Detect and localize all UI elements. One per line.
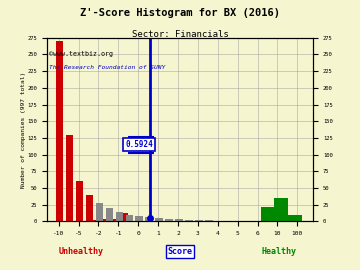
Bar (92, 220, 99, 221)
Bar (274, 198, 288, 221)
Bar (66, 135, 73, 221)
Bar (105, 208, 113, 221)
Text: ©www.textbiz.org: ©www.textbiz.org (49, 51, 113, 57)
Bar (113, 219, 118, 221)
Bar (195, 220, 203, 221)
Bar (135, 216, 143, 221)
Text: The Research Foundation of SUNY: The Research Foundation of SUNY (49, 65, 166, 70)
Y-axis label: Number of companies (997 total): Number of companies (997 total) (21, 72, 26, 188)
Bar (123, 213, 127, 221)
Bar (145, 217, 153, 221)
Bar (86, 195, 93, 221)
Bar (100, 220, 109, 221)
Text: Sector: Financials: Sector: Financials (132, 30, 228, 39)
Bar (116, 212, 123, 221)
Bar (56, 41, 63, 221)
Bar (205, 220, 213, 221)
Bar (165, 219, 173, 221)
Bar (261, 207, 274, 221)
Bar (288, 215, 302, 221)
Bar (126, 217, 133, 221)
Bar (109, 220, 114, 221)
Bar (119, 218, 123, 221)
Text: Healthy: Healthy (261, 247, 296, 256)
Text: 0.5924: 0.5924 (125, 140, 153, 149)
Bar (96, 203, 103, 221)
Bar (126, 215, 133, 221)
Text: Unhealthy: Unhealthy (59, 247, 104, 256)
Bar (156, 218, 163, 221)
Bar (185, 220, 193, 221)
Bar (76, 181, 84, 221)
Bar (175, 220, 183, 221)
Text: Score: Score (167, 247, 193, 256)
Text: Z'-Score Histogram for BX (2016): Z'-Score Histogram for BX (2016) (80, 8, 280, 18)
